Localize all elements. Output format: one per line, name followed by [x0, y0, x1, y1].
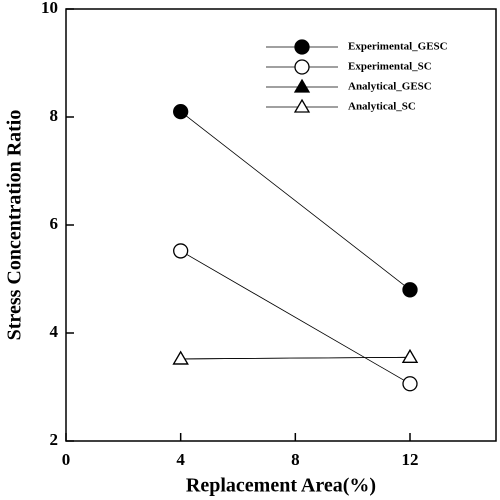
legend-label: Experimental_GESC — [348, 41, 448, 53]
x-tick-label: 0 — [62, 450, 71, 469]
legend-marker — [293, 98, 311, 113]
x-tick-label: 4 — [176, 450, 185, 469]
series-line — [180, 111, 411, 291]
legend-marker — [294, 39, 310, 55]
legend-marker — [294, 59, 310, 75]
y-tick-label: 10 — [41, 0, 58, 17]
x-tick-label: 8 — [291, 450, 300, 469]
series-line — [180, 250, 411, 385]
marker — [173, 103, 189, 120]
y-axis-label: Stress Concentration Ratio — [4, 110, 26, 341]
marker — [402, 282, 418, 298]
legend-marker — [293, 78, 311, 93]
y-tick-label: 6 — [50, 214, 59, 233]
marker — [173, 243, 189, 259]
x-axis-label: Replacement Area(%) — [186, 475, 376, 497]
series-line — [180, 356, 411, 360]
y-tick-label: 4 — [50, 322, 59, 341]
marker — [172, 350, 189, 365]
marker — [402, 376, 418, 392]
marker — [401, 349, 419, 363]
legend-label: Analytical_SC — [348, 101, 416, 113]
x-tick-label: 12 — [402, 450, 419, 469]
y-tick-label: 2 — [50, 430, 59, 449]
y-tick-label: 8 — [50, 106, 59, 125]
plot-frame — [65, 8, 497, 442]
legend-label: Analytical_GESC — [348, 81, 432, 93]
legend-label: Experimental_SC — [348, 61, 432, 73]
